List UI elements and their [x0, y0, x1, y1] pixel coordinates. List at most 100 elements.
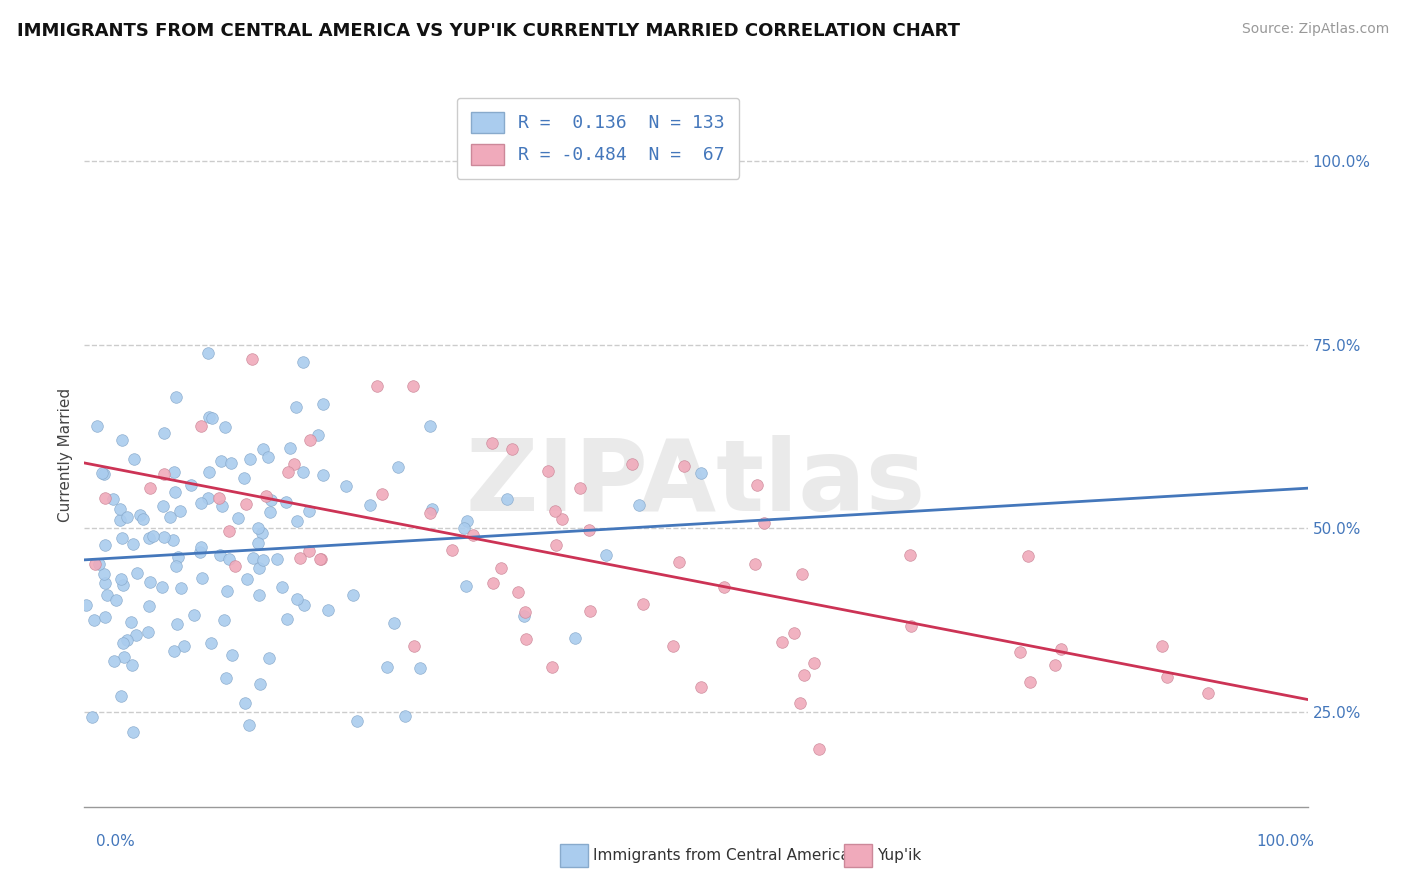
Point	[138, 532, 160, 546]
Point	[662, 640, 685, 654]
Point	[456, 514, 478, 528]
Point	[165, 558, 187, 573]
Point	[689, 680, 711, 694]
Point	[238, 717, 260, 731]
Point	[754, 516, 776, 530]
Point	[87, 557, 110, 571]
Point	[141, 529, 163, 543]
Point	[159, 510, 181, 524]
Point	[122, 724, 145, 739]
Point	[294, 598, 316, 612]
Point	[121, 657, 143, 672]
Point	[252, 442, 274, 456]
Point	[197, 491, 219, 506]
Point	[208, 491, 231, 506]
Point	[316, 602, 339, 616]
Point	[312, 467, 335, 482]
Point	[83, 613, 105, 627]
Point	[84, 557, 107, 571]
Point	[112, 649, 135, 664]
Point	[219, 456, 242, 470]
Point	[579, 604, 602, 618]
Point	[409, 661, 432, 675]
Point	[183, 607, 205, 622]
Point	[124, 452, 146, 467]
Point	[235, 497, 257, 511]
Point	[401, 378, 423, 392]
Point	[515, 632, 537, 647]
Point	[152, 499, 174, 513]
Point	[198, 465, 221, 479]
Point	[93, 467, 115, 482]
Point	[335, 479, 357, 493]
Point	[564, 631, 586, 645]
Point	[254, 489, 277, 503]
Point	[188, 545, 211, 559]
Point	[394, 708, 416, 723]
Point	[284, 401, 307, 415]
Text: 0.0%: 0.0%	[96, 834, 135, 848]
Point	[285, 514, 308, 528]
Point	[252, 553, 274, 567]
Point	[789, 696, 811, 710]
Point	[208, 548, 231, 562]
Point	[309, 552, 332, 566]
Point	[218, 552, 240, 566]
Point	[277, 465, 299, 479]
Point	[111, 433, 134, 447]
Point	[1018, 675, 1040, 690]
Point	[1150, 639, 1173, 653]
Point	[276, 494, 298, 508]
Point	[578, 523, 600, 537]
Point	[456, 579, 478, 593]
Point	[420, 502, 443, 516]
Text: Yup'ik: Yup'ik	[877, 848, 921, 863]
Point	[291, 465, 314, 479]
Point	[94, 491, 117, 505]
Point	[252, 526, 274, 541]
Point	[93, 566, 115, 581]
Point	[221, 648, 243, 663]
Point	[266, 552, 288, 566]
Point	[105, 593, 128, 607]
Point	[441, 542, 464, 557]
Point	[180, 478, 202, 492]
Point	[366, 379, 388, 393]
Legend: R =  0.136  N = 133, R = -0.484  N =  67: R = 0.136 N = 133, R = -0.484 N = 67	[457, 97, 740, 179]
Point	[463, 528, 485, 542]
Point	[201, 410, 224, 425]
Point	[94, 538, 117, 552]
Point	[309, 552, 332, 566]
Point	[1008, 645, 1031, 659]
Text: Source: ZipAtlas.com: Source: ZipAtlas.com	[1241, 22, 1389, 37]
Point	[103, 491, 125, 506]
Point	[153, 530, 176, 544]
Point	[211, 499, 233, 513]
Point	[491, 561, 513, 575]
Point	[165, 390, 187, 404]
Point	[595, 548, 617, 562]
Point	[772, 635, 794, 649]
Point	[290, 551, 312, 566]
Point	[1156, 670, 1178, 684]
Point	[404, 639, 426, 653]
Point	[153, 467, 176, 481]
Point	[495, 491, 517, 506]
Point	[283, 457, 305, 471]
Point	[782, 625, 804, 640]
Point	[482, 575, 505, 590]
Point	[628, 499, 651, 513]
Point	[111, 531, 134, 545]
Point	[117, 632, 139, 647]
Point	[375, 660, 398, 674]
Point	[537, 464, 560, 478]
Point	[550, 511, 572, 525]
Point	[257, 650, 280, 665]
Point	[1043, 658, 1066, 673]
Point	[138, 481, 160, 495]
Point	[631, 597, 654, 611]
Point	[191, 571, 214, 585]
Point	[546, 538, 568, 552]
Point	[232, 470, 254, 484]
Point	[247, 588, 270, 602]
